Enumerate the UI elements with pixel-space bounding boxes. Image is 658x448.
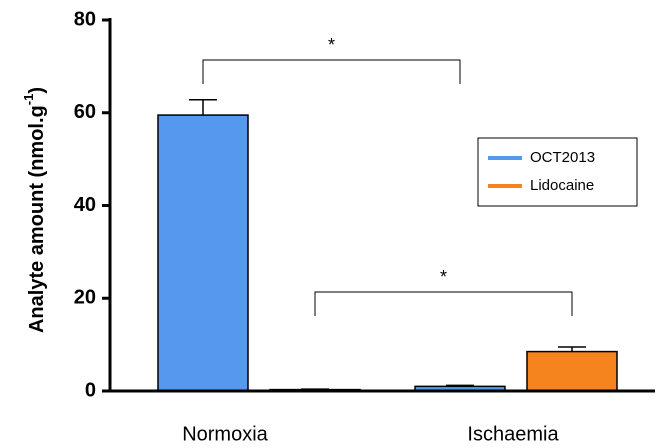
- error-bar: [446, 384, 474, 387]
- y-label-sup: -1: [21, 94, 36, 106]
- significance-bracket: [314, 291, 573, 316]
- x-tick-label: Ischaemia: [467, 423, 559, 445]
- bar: [526, 350, 618, 392]
- error-bar: [558, 346, 586, 352]
- y-tick-label: 20: [74, 287, 96, 309]
- legend-label: Lidocaine: [530, 177, 594, 194]
- annotation: *: [440, 267, 447, 287]
- y-tick-label: 40: [74, 194, 96, 216]
- bar: [157, 114, 249, 392]
- y-tick-label: 80: [74, 8, 96, 30]
- y-label-text: Analyte amount (nmol.g: [26, 105, 48, 333]
- y-label-end: ): [26, 87, 48, 94]
- annotation: *: [328, 35, 335, 55]
- x-tick-label: Normoxia: [182, 423, 268, 445]
- y-tick-label: 0: [85, 379, 96, 401]
- y-tick-label: 60: [74, 101, 96, 123]
- legend-label: OCT2013: [530, 149, 595, 166]
- error-bar: [189, 99, 217, 116]
- legend-box: [477, 137, 638, 207]
- y-axis-label: Analyte amount (nmol.g-1): [21, 87, 48, 333]
- significance-bracket: [202, 59, 461, 84]
